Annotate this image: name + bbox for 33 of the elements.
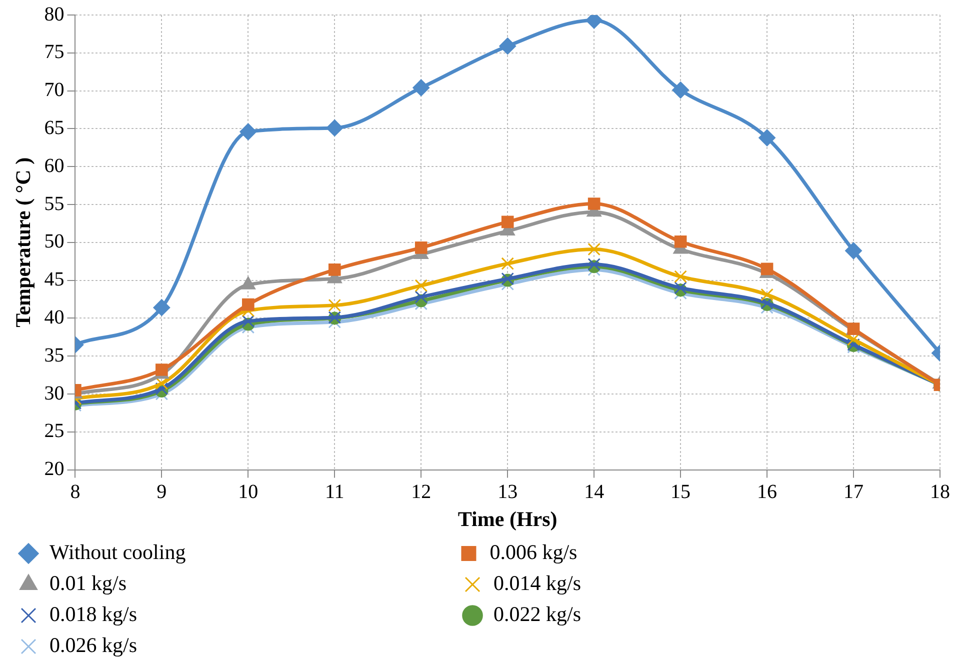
y-axis-title: Temperature ( °C ) — [11, 157, 36, 328]
legend-label: 0.006 kg/s — [490, 540, 892, 564]
y-tick-label: 55 — [44, 192, 64, 215]
y-tick-label: 25 — [44, 420, 64, 442]
y-tick-label: 50 — [44, 230, 64, 253]
x-tick-label: 11 — [325, 481, 344, 504]
y-tick-label: 20 — [44, 458, 64, 480]
x-axis-title: Time (Hrs) — [458, 506, 558, 531]
y-tick-label: 80 — [44, 3, 64, 26]
x-tick-label: 16 — [757, 481, 778, 504]
y-tick-label: 30 — [44, 382, 64, 404]
y-tick-label: 45 — [44, 268, 64, 291]
legend-label: Without cooling — [50, 540, 448, 564]
legend-label: 0.01 kg/s — [50, 571, 452, 596]
y-tick-label: 70 — [44, 79, 64, 102]
x-tick-label: 18 — [930, 481, 950, 504]
x-tick-label: 10 — [238, 481, 258, 504]
x-tick-label: 13 — [498, 481, 518, 504]
x-tick-label: 14 — [584, 481, 604, 504]
x-tick-label: 15 — [670, 481, 691, 504]
legend-label: 0.026 kg/s — [50, 633, 452, 658]
x-tick-label: 9 — [156, 481, 167, 504]
y-tick-label: 75 — [44, 41, 64, 64]
x-tick-label: 8 — [70, 481, 80, 504]
y-tick-label: 35 — [44, 344, 64, 366]
legend-label: 0.018 kg/s — [50, 602, 452, 626]
y-tick-label: 60 — [44, 154, 64, 177]
legend-label: 0.022 kg/s — [494, 602, 896, 626]
y-tick-label: 65 — [44, 116, 64, 139]
x-tick-label: 12 — [411, 481, 432, 504]
y-tick-label: 40 — [44, 306, 64, 328]
x-tick-label: 17 — [844, 481, 864, 504]
legend-label: 0.014 kg/s — [494, 571, 896, 596]
